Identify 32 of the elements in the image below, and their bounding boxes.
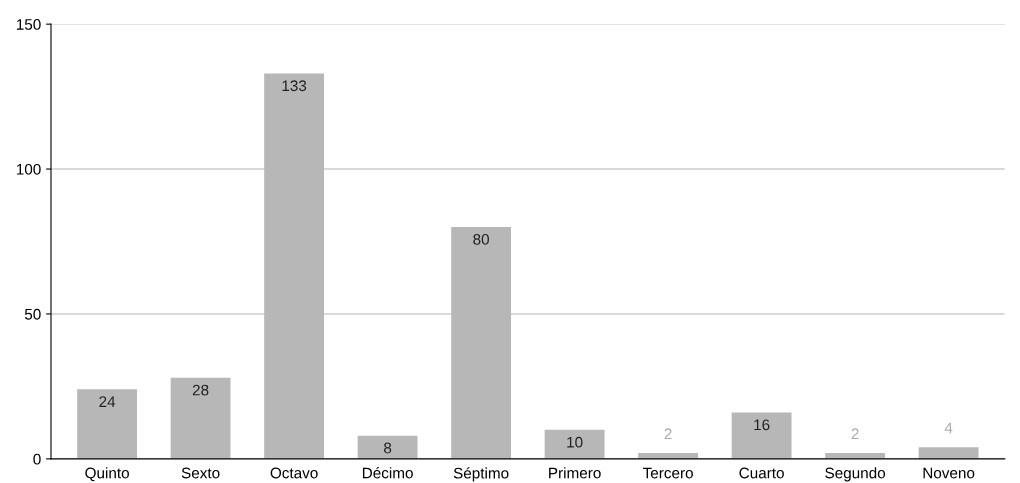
bar bbox=[77, 389, 138, 459]
x-tick-label: Primero bbox=[549, 467, 601, 479]
x-tick-label: Sexto bbox=[181, 467, 220, 479]
data-label: 133 bbox=[282, 80, 307, 92]
data-label: 28 bbox=[192, 384, 209, 396]
x-tick-label: Noveno bbox=[923, 467, 975, 479]
x-tick-label: Segundo bbox=[825, 467, 886, 482]
x-tick-label: Quinto bbox=[85, 467, 129, 482]
x-tick-label: Octavo bbox=[270, 467, 318, 479]
x-tick-label: Tercero bbox=[642, 467, 693, 479]
data-label: 8 bbox=[384, 442, 392, 454]
x-tick-label: Séptimo bbox=[453, 467, 509, 482]
bar bbox=[544, 429, 605, 459]
y-tick-label: 50 bbox=[24, 308, 41, 320]
y-tick-label: 100 bbox=[16, 163, 41, 175]
data-label: 2 bbox=[851, 428, 859, 440]
x-tick-label: Cuarto bbox=[739, 467, 784, 479]
data-label: 80 bbox=[473, 233, 489, 245]
data-label: 16 bbox=[754, 419, 770, 431]
data-label: 24 bbox=[99, 396, 116, 407]
bar bbox=[357, 435, 418, 459]
bar bbox=[264, 73, 325, 459]
bar bbox=[731, 412, 792, 459]
data-label: 10 bbox=[567, 436, 583, 448]
x-tick-label: Décimo bbox=[362, 467, 413, 479]
y-tick-label: 150 bbox=[16, 19, 41, 30]
data-label: 4 bbox=[944, 422, 953, 434]
data-label: 2 bbox=[664, 428, 672, 440]
bar bbox=[918, 447, 979, 459]
bar bbox=[451, 227, 512, 459]
bar bbox=[170, 377, 231, 459]
y-tick-label: 0 bbox=[33, 453, 41, 465]
